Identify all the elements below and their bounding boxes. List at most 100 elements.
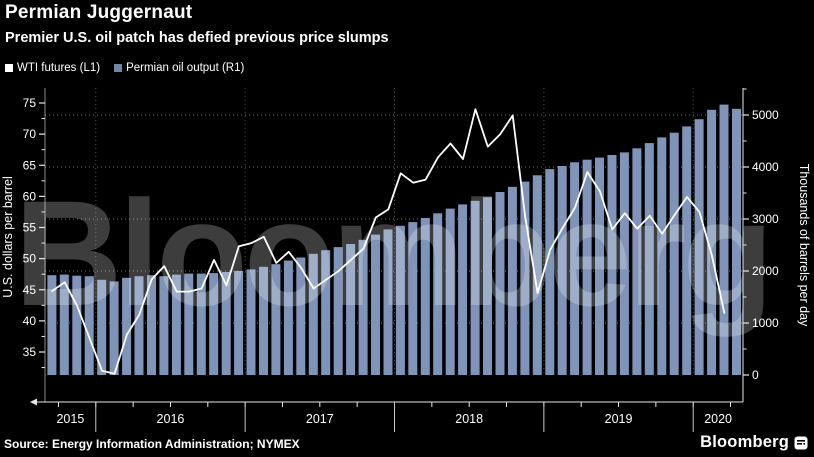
right-tick-label-4000: 4000 bbox=[752, 160, 779, 174]
bar-2020-02 bbox=[707, 109, 717, 376]
bar-2019-03 bbox=[570, 162, 580, 375]
bar-2016-01 bbox=[97, 279, 107, 375]
bar-2018-09 bbox=[495, 192, 505, 375]
left-tick-label-55: 55 bbox=[23, 221, 37, 235]
page-subtitle: Premier U.S. oil patch has defied previo… bbox=[5, 30, 389, 46]
year-label-2016: 2016 bbox=[157, 412, 185, 426]
left-tick-label-35: 35 bbox=[23, 345, 37, 359]
bar-2017-02 bbox=[259, 266, 268, 375]
left-tick-label-50: 50 bbox=[23, 252, 37, 266]
bar-2017-01 bbox=[246, 269, 256, 375]
bar-2018-12 bbox=[532, 175, 542, 375]
right-tick-label-2000: 2000 bbox=[752, 264, 779, 278]
bar-2016-03 bbox=[122, 277, 132, 375]
bar-2017-07 bbox=[321, 250, 331, 375]
bar-2019-11 bbox=[669, 132, 679, 375]
bloomberg-watermark: Bloomberg bbox=[14, 169, 770, 337]
bar-2016-06 bbox=[159, 276, 169, 375]
bloomberg-terminal-icon bbox=[794, 436, 808, 449]
bar-2015-11 bbox=[72, 275, 82, 375]
bar-2016-11 bbox=[221, 272, 231, 375]
bar-2020-03 bbox=[719, 104, 729, 375]
year-label-2020: 2020 bbox=[704, 412, 732, 426]
bar-2018-10 bbox=[507, 186, 517, 375]
permian-bar-swatch-icon bbox=[114, 64, 123, 72]
left-tick-label-65: 65 bbox=[23, 158, 37, 172]
page-title: Permian Juggernaut bbox=[5, 2, 193, 23]
legend-label-permian: Permian oil output (R1) bbox=[126, 62, 245, 74]
bar-2019-07 bbox=[619, 152, 629, 375]
bar-2018-02 bbox=[408, 222, 418, 375]
bar-2016-04 bbox=[134, 276, 144, 375]
bar-2016-09 bbox=[196, 273, 206, 375]
right-tick-label-0: 0 bbox=[752, 368, 759, 382]
bar-2018-01 bbox=[395, 225, 405, 375]
bar-2018-08 bbox=[483, 197, 492, 375]
year-label-2015: 2015 bbox=[56, 412, 84, 426]
bar-2019-05 bbox=[595, 157, 604, 375]
source-text: Source: Energy Information Administratio… bbox=[4, 437, 300, 451]
bar-2017-03 bbox=[271, 264, 281, 375]
left-tick-label-70: 70 bbox=[23, 127, 37, 141]
left-tick-label-45: 45 bbox=[23, 283, 37, 297]
bar-2017-12 bbox=[383, 229, 393, 375]
bar-2016-02 bbox=[109, 281, 119, 375]
bar-2017-08 bbox=[333, 247, 343, 375]
left-axis-title: U.S. dollars per barrel bbox=[1, 176, 15, 298]
bar-2019-09 bbox=[644, 143, 654, 375]
bar-2018-06 bbox=[458, 204, 468, 375]
bar-2016-05 bbox=[147, 275, 156, 375]
bar-2017-10 bbox=[358, 239, 368, 375]
right-axis: 0 1000 2000 3000 4000 5000 Thousands of barrel… bbox=[743, 88, 811, 382]
bar-2015-12 bbox=[84, 276, 94, 375]
legend-label-wti: WTI futures (L1) bbox=[17, 62, 101, 74]
left-tick-label-75: 75 bbox=[23, 96, 37, 110]
bar-2017-11 bbox=[371, 234, 380, 375]
wti-futures-line bbox=[51, 108, 726, 375]
bar-2018-11 bbox=[520, 181, 530, 375]
right-tick-label-3000: 3000 bbox=[752, 212, 779, 226]
bar-2018-07 bbox=[470, 200, 480, 375]
bar-2019-02 bbox=[557, 166, 567, 375]
bar-2019-06 bbox=[607, 155, 617, 375]
bar-2016-07 bbox=[171, 274, 181, 375]
bar-2016-10 bbox=[209, 273, 219, 375]
bar-2018-03 bbox=[420, 218, 430, 375]
left-tick-label-40: 40 bbox=[23, 314, 37, 328]
legend-item-permian: Permian oil output (R1) bbox=[114, 62, 244, 74]
chart-header: Permian Juggernaut Premier U.S. oil patc… bbox=[5, 2, 805, 46]
bar-2019-04 bbox=[582, 159, 592, 375]
bar-2015-10 bbox=[59, 274, 69, 375]
bar-2020-04 bbox=[732, 108, 741, 376]
year-label-2017: 2017 bbox=[306, 412, 334, 426]
wti-line-swatch-icon bbox=[5, 64, 13, 72]
x-axis: 2015 2016 2017 2018 2019 2020 bbox=[56, 402, 732, 432]
bloomberg-logo: Bloomberg bbox=[700, 433, 808, 452]
bar-2016-08 bbox=[184, 273, 194, 375]
legend-item-wti: WTI futures (L1) bbox=[5, 62, 100, 74]
bar-2018-05 bbox=[445, 208, 455, 375]
year-label-2018: 2018 bbox=[455, 412, 483, 426]
bar-2019-10 bbox=[657, 137, 667, 375]
bar-2017-06 bbox=[308, 253, 318, 375]
bar-2019-12 bbox=[682, 126, 692, 376]
right-tick-label-5000: 5000 bbox=[752, 108, 779, 122]
left-axis: 35 40 45 50 55 60 65 70 75 U.S. dollars per barre… bbox=[1, 96, 45, 369]
bar-2020-01 bbox=[694, 119, 704, 375]
bar-2015-09 bbox=[47, 275, 57, 375]
bar-2017-09 bbox=[346, 244, 356, 375]
bar-2016-12 bbox=[234, 271, 244, 375]
bar-2019-01 bbox=[545, 169, 555, 375]
bar-2018-04 bbox=[433, 213, 443, 375]
bar-2019-08 bbox=[632, 148, 642, 375]
axis-left-arrow-icon bbox=[30, 398, 37, 406]
bar-2017-05 bbox=[296, 257, 306, 375]
right-tick-label-1000: 1000 bbox=[752, 316, 779, 330]
year-label-2019: 2019 bbox=[605, 412, 633, 426]
permian-output-bars bbox=[47, 104, 741, 376]
bloomberg-logo-text: Bloomberg bbox=[700, 433, 789, 451]
legend: WTI futures (L1) Permian oil output (R1) bbox=[5, 62, 244, 74]
left-tick-label-60: 60 bbox=[23, 189, 37, 203]
